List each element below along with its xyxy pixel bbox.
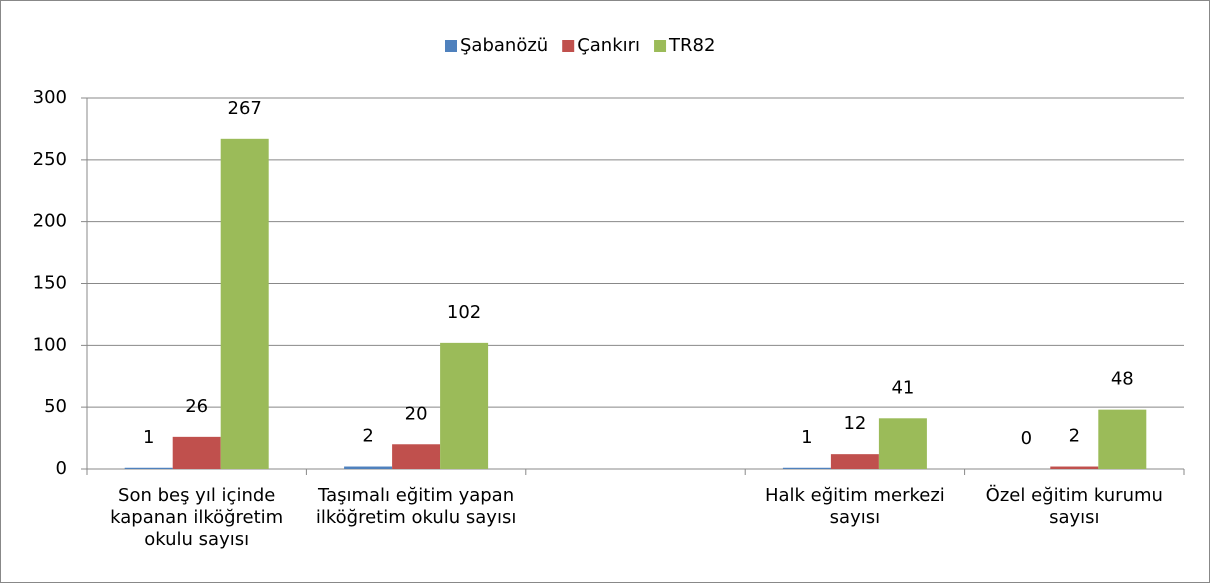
bar [124, 467, 173, 469]
legend-swatch [654, 40, 667, 52]
data-label: 1 [143, 427, 154, 448]
y-tick-label: 300 [33, 87, 67, 108]
data-label: 12 [843, 413, 866, 434]
data-label: 2 [1069, 426, 1080, 447]
bar [220, 138, 269, 469]
y-tick-label: 100 [33, 334, 67, 355]
y-tick-label: 150 [33, 273, 67, 294]
data-label: 2 [362, 426, 373, 447]
x-tick-label: Son beş yıl içinde kapanan ilköğretim ok… [110, 485, 284, 550]
x-tick-label: Taşımalı eğitim yapan ilköğretim okulu s… [315, 485, 517, 528]
data-label: 20 [405, 403, 428, 424]
data-label: 48 [1111, 369, 1134, 390]
legend-swatch [562, 40, 575, 52]
y-tick-label: 200 [33, 211, 67, 232]
data-label: 26 [185, 396, 208, 417]
bar [878, 418, 927, 469]
bar [782, 467, 831, 469]
bar [1098, 409, 1147, 469]
bar [1050, 466, 1099, 469]
x-tick-label: Halk eğitim merkezi sayısı [764, 485, 945, 528]
legend-label: Şabanözü [460, 35, 548, 56]
bar [172, 436, 221, 469]
bar [392, 444, 441, 469]
y-tick-label: 250 [33, 149, 67, 170]
data-label: 0 [1021, 428, 1032, 449]
data-label: 1 [801, 427, 812, 448]
bar [830, 454, 879, 469]
bar [344, 466, 393, 469]
legend-label: TR82 [668, 35, 715, 56]
y-tick-label: 0 [56, 458, 67, 479]
data-label: 102 [447, 302, 481, 323]
data-label: 267 [228, 98, 262, 119]
legend-label: Çankırı [577, 35, 640, 56]
data-label: 41 [891, 377, 914, 398]
legend-swatch [445, 40, 457, 52]
y-tick-label: 50 [44, 396, 67, 417]
bar [440, 342, 489, 469]
x-tick-label: Özel eğitim kurumu sayısı [985, 485, 1163, 528]
